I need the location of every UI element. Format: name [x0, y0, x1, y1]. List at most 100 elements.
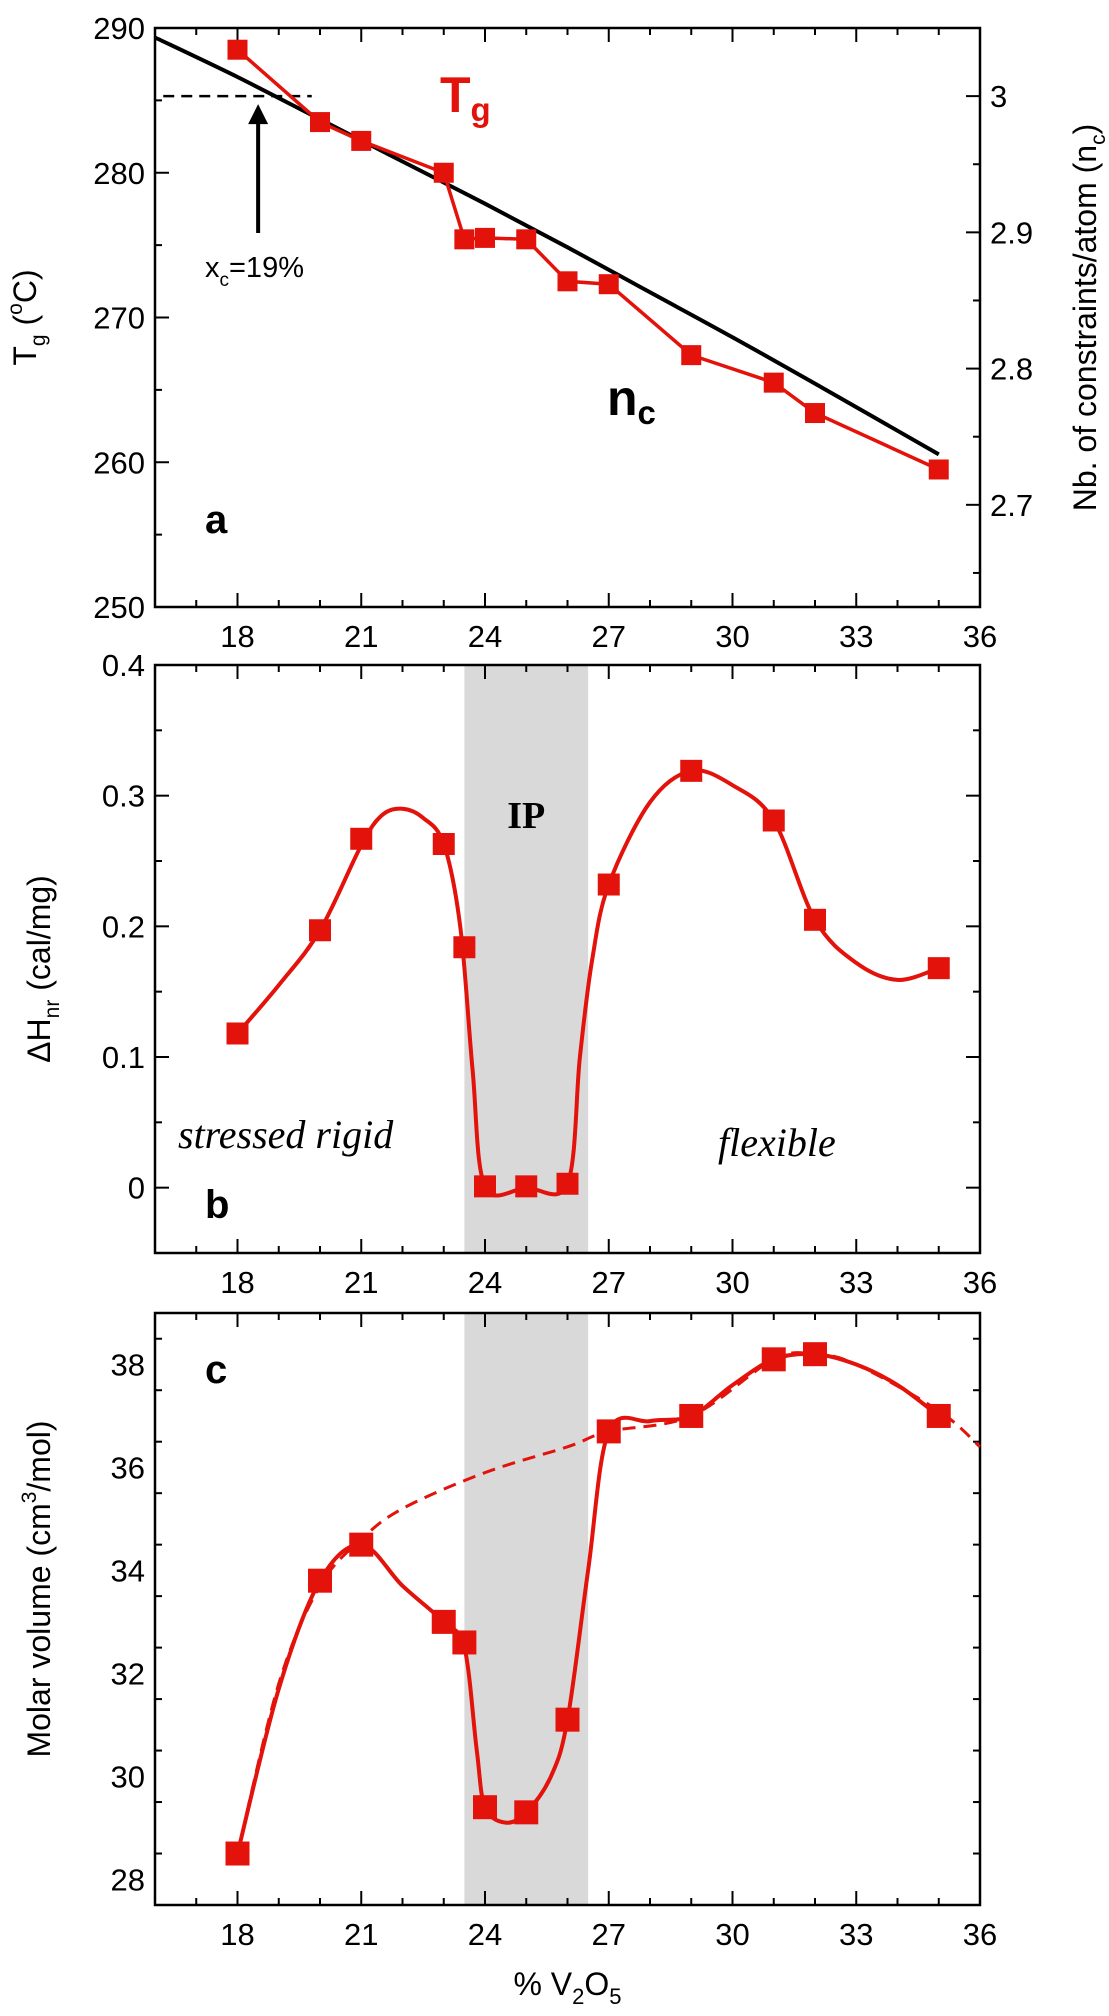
series-label-tg-part: T: [440, 67, 471, 123]
data-marker: [473, 1795, 497, 1820]
series-line-nc: [154, 35, 940, 457]
x-tick-label: 30: [715, 1265, 749, 1300]
x-axis-title-part: 5: [609, 1984, 621, 2009]
tg-marker: [805, 403, 825, 424]
critical-label-part: c: [220, 270, 230, 291]
data-marker: [226, 1022, 249, 1045]
y-tick-label: 28: [111, 1862, 145, 1897]
data-marker: [926, 1403, 951, 1428]
data-marker: [514, 1800, 539, 1825]
data-marker: [515, 1175, 538, 1198]
y2-axis-title-part: c: [1087, 134, 1109, 145]
tg-marker: [516, 229, 537, 250]
data-marker: [452, 1630, 477, 1655]
data-marker: [350, 827, 373, 850]
x-axis-title-part: % V: [513, 1966, 572, 2002]
y2-tick-label: 2.8: [990, 352, 1033, 387]
data-marker: [597, 873, 620, 896]
region-label-stressed-rigid: stressed rigid: [178, 1112, 394, 1157]
tg-marker: [557, 271, 578, 292]
data-marker: [453, 936, 476, 959]
y-axis-title-part: g: [27, 334, 50, 346]
x-tick-label: 24: [468, 1917, 502, 1952]
panel-b: 18 21 24 27 30 33 36 0 0.1 0.2 0.3 0.4 ΔHnr (cal/mg)…: [21, 648, 997, 1300]
y-axis-title-part: nr: [41, 1000, 64, 1019]
y-tick-label: 270: [93, 301, 145, 336]
tg-marker: [454, 229, 475, 250]
x-tick-label: 33: [839, 1917, 873, 1952]
panel-letter: c: [205, 1348, 227, 1392]
tg-marker: [763, 372, 784, 393]
data-marker: [804, 908, 826, 931]
y-tick-label: 0.2: [102, 909, 145, 944]
series-curve: [235, 1351, 941, 1854]
x-tick-label: 33: [839, 619, 873, 654]
y2-axis-title-part: Nb. of constraints/atom (n: [1067, 145, 1103, 511]
data-marker: [308, 1568, 332, 1593]
data-marker: [803, 1342, 827, 1367]
y-axis-title: Tg (oC): [4, 269, 50, 365]
critical-arrow-head: [248, 104, 269, 125]
x-axis-title-part: O: [584, 1966, 609, 2002]
y2-axis-title-part: ): [1067, 124, 1103, 135]
tg-marker: [598, 274, 619, 295]
x-tick-label: 24: [468, 1265, 502, 1300]
x-tick-label: 27: [592, 1917, 626, 1952]
critical-label: xc=19%: [205, 252, 304, 291]
data-marker: [762, 809, 785, 832]
y-tick-label: 0: [128, 1171, 145, 1206]
data-marker: [432, 833, 455, 856]
y-axis-title-part: ΔH: [21, 1018, 57, 1062]
data-marker: [349, 1532, 374, 1557]
series-label-nc-part: c: [638, 394, 656, 431]
y2-tick-label: 2.9: [990, 215, 1033, 250]
tg-marker: [681, 345, 702, 366]
panel-a: 18 21 24 27 30 33 36 250 260 270 280 290 2.7 2.8 2.9 3 T…: [4, 11, 1109, 654]
region-label-ip: IP: [507, 795, 545, 837]
panel-letter: a: [205, 498, 228, 542]
y-axis-title-part: T: [7, 346, 43, 366]
y-axis-title-part: 3: [18, 1492, 41, 1504]
y2-tick-label: 3: [990, 79, 1007, 114]
data-marker: [225, 1841, 250, 1866]
series-label-tg-part: g: [471, 91, 491, 128]
data-marker: [309, 919, 331, 942]
x-tick-label: 30: [715, 1917, 749, 1952]
panel-letter: b: [205, 1183, 229, 1227]
y-tick-label: 250: [93, 590, 145, 625]
critical-label-part: x: [205, 252, 220, 284]
x-axis-title-part: 2: [572, 1984, 584, 2009]
y-tick-label: 0.3: [102, 779, 145, 814]
data-marker: [431, 1609, 456, 1634]
tg-marker: [227, 39, 248, 60]
data-marker: [680, 759, 703, 782]
data-marker: [679, 1403, 704, 1428]
y-axis-title-part: /mol): [21, 1420, 57, 1491]
x-tick-label: 21: [344, 619, 378, 654]
y2-axis-title: Nb. of constraints/atom (nc): [1067, 124, 1109, 512]
x-axis-title: % V2O5: [513, 1966, 621, 2009]
y2-tick-label: 2.7: [990, 488, 1033, 523]
y-tick-label: 36: [111, 1450, 145, 1485]
y-axis-title-part: (cal/mg): [21, 875, 57, 999]
x-tick-label: 18: [220, 619, 254, 654]
x-tick-label: 36: [963, 1917, 997, 1952]
tg-marker: [475, 227, 495, 248]
tg-marker: [310, 112, 330, 133]
data-marker: [596, 1419, 621, 1444]
x-tick-label: 33: [839, 1265, 873, 1300]
series-label-tg: Tg: [440, 67, 491, 128]
y-axis-title: ΔHnr (cal/mg): [21, 875, 64, 1063]
x-tick-label: 30: [715, 619, 749, 654]
intermediate-phase-band: [464, 665, 589, 1253]
x-tick-label: 27: [592, 1265, 626, 1300]
data-marker: [927, 957, 950, 980]
x-tick-label: 21: [344, 1917, 378, 1952]
critical-label-part: =19%: [229, 252, 304, 284]
x-tick-label: 27: [592, 619, 626, 654]
x-tick-label: 18: [220, 1917, 254, 1952]
x-tick-label: 36: [963, 1265, 997, 1300]
y-tick-label: 0.4: [102, 648, 145, 683]
